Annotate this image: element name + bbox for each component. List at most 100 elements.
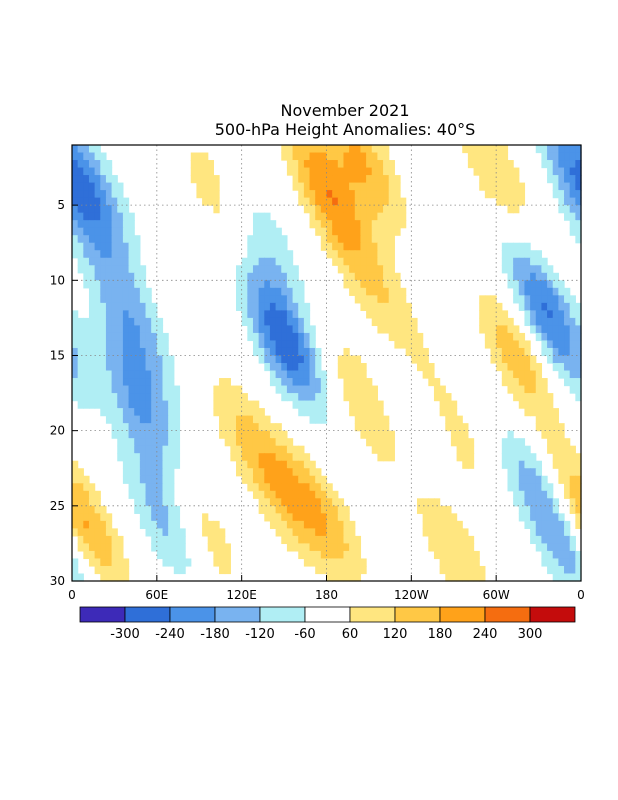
anomaly-cell xyxy=(275,430,282,439)
anomaly-cell xyxy=(558,438,565,447)
anomaly-cell xyxy=(371,400,378,409)
anomaly-cell xyxy=(575,145,582,154)
anomaly-cell xyxy=(507,317,514,327)
anomaly-cell xyxy=(128,430,135,439)
anomaly-cell xyxy=(281,152,288,161)
anomaly-cell xyxy=(281,242,288,251)
anomaly-cell xyxy=(326,190,333,199)
anomaly-cell xyxy=(462,535,469,545)
anomaly-cell xyxy=(473,145,480,154)
anomaly-cell xyxy=(518,505,526,514)
anomaly-cell xyxy=(202,175,209,184)
anomaly-cell xyxy=(332,250,339,259)
anomaly-cell xyxy=(428,513,435,522)
anomaly-cell xyxy=(400,295,407,304)
anomaly-cell xyxy=(77,370,84,379)
anomaly-cell xyxy=(501,378,509,387)
anomaly-cell xyxy=(456,528,463,537)
anomaly-cell xyxy=(524,378,531,387)
anomaly-cell xyxy=(569,317,576,327)
anomaly-cell xyxy=(388,220,395,229)
anomaly-cell xyxy=(371,310,378,319)
colorbar-swatch xyxy=(304,606,351,623)
anomaly-cell xyxy=(371,227,378,236)
anomaly-cell xyxy=(111,287,118,296)
anomaly-cell xyxy=(117,220,124,229)
anomaly-cell xyxy=(343,227,350,236)
anomaly-cell xyxy=(513,378,520,387)
anomaly-cell xyxy=(366,400,373,409)
anomaly-cell xyxy=(303,340,311,349)
anomaly-cell xyxy=(139,400,147,409)
anomaly-cell xyxy=(320,505,328,514)
anomaly-cell xyxy=(332,498,339,507)
anomaly-cell xyxy=(394,190,401,199)
anomaly-cell xyxy=(558,430,565,439)
anomaly-cell xyxy=(388,280,395,289)
anomaly-cell xyxy=(388,325,395,334)
anomaly-cell xyxy=(547,280,554,289)
anomaly-cell xyxy=(326,197,333,206)
anomaly-cell xyxy=(479,175,486,184)
anomaly-cell xyxy=(354,543,362,552)
anomaly-cell xyxy=(535,543,543,552)
anomaly-cell xyxy=(72,498,79,507)
anomaly-cell xyxy=(247,265,254,274)
anomaly-cell xyxy=(383,453,390,462)
anomaly-cell xyxy=(518,302,526,311)
anomaly-cell xyxy=(400,205,407,214)
anomaly-cell xyxy=(230,423,237,432)
anomaly-cell xyxy=(513,280,520,289)
anomaly-cell xyxy=(173,453,181,462)
anomaly-cell xyxy=(139,287,147,296)
anomaly-cell xyxy=(547,543,554,552)
anomaly-cell xyxy=(72,197,79,206)
anomaly-cell xyxy=(117,227,124,236)
anomaly-cell xyxy=(298,535,305,545)
anomaly-cell xyxy=(535,505,543,514)
anomaly-cell xyxy=(332,212,339,221)
anomaly-cell xyxy=(320,242,328,251)
anomaly-cell xyxy=(337,528,345,537)
anomaly-cell xyxy=(575,490,582,499)
anomaly-cell xyxy=(524,475,531,484)
anomaly-cell xyxy=(558,182,565,191)
anomaly-cell xyxy=(252,220,260,229)
anomaly-cell xyxy=(105,385,113,394)
anomaly-cell xyxy=(484,145,492,154)
anomaly-cell xyxy=(77,528,84,537)
anomaly-cell xyxy=(575,565,582,575)
anomaly-cell xyxy=(349,182,356,191)
anomaly-cell xyxy=(224,543,231,552)
anomaly-cell xyxy=(156,385,164,394)
anomaly-cell xyxy=(275,332,282,342)
anomaly-cell xyxy=(303,347,311,357)
anomaly-cell xyxy=(552,167,559,176)
anomaly-cell xyxy=(354,205,362,214)
anomaly-cell xyxy=(569,370,576,379)
anomaly-cell xyxy=(72,385,79,394)
anomaly-cell xyxy=(213,528,220,537)
anomaly-cell xyxy=(456,453,463,462)
anomaly-cell xyxy=(292,340,299,349)
anomaly-cell xyxy=(83,505,90,514)
anomaly-cell xyxy=(173,460,181,469)
anomaly-cell xyxy=(569,295,576,304)
anomaly-cell xyxy=(490,160,497,169)
anomaly-cell xyxy=(122,295,130,304)
anomaly-cell xyxy=(117,340,124,349)
anomaly-cell xyxy=(145,347,152,357)
anomaly-cell xyxy=(332,175,339,184)
anomaly-cell xyxy=(264,325,271,334)
anomaly-cell xyxy=(139,475,147,484)
anomaly-cell xyxy=(252,227,260,236)
anomaly-cell xyxy=(122,565,130,575)
anomaly-cell xyxy=(337,220,345,229)
anomaly-cell xyxy=(247,325,254,334)
anomaly-cell xyxy=(134,250,141,259)
anomaly-cell xyxy=(467,565,475,575)
x-tick-label: 0 xyxy=(577,588,585,602)
anomaly-cell xyxy=(354,197,362,206)
anomaly-cell xyxy=(236,265,243,274)
anomaly-cell xyxy=(139,415,147,424)
